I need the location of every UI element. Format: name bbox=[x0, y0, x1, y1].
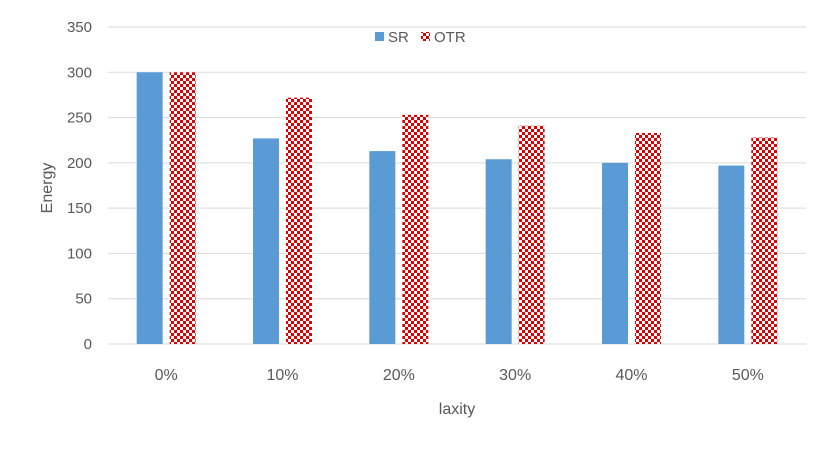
y-tick-label: 50 bbox=[75, 291, 92, 308]
bar-otr-20pct bbox=[402, 114, 429, 345]
bar-sr-10pct bbox=[253, 138, 279, 344]
bar-sr-20pct bbox=[369, 151, 396, 344]
bar-otr-50pct bbox=[751, 137, 778, 344]
legend-label-otr: OTR bbox=[434, 29, 466, 46]
bar-sr-30pct bbox=[485, 159, 512, 344]
legend-swatch-otr bbox=[421, 32, 430, 41]
bar-otr-0pct bbox=[169, 72, 196, 345]
legend: SR OTR bbox=[375, 29, 466, 46]
y-axis-title: Energy bbox=[39, 163, 56, 214]
bar-otr-10pct bbox=[286, 97, 312, 344]
x-tick-label: 10% bbox=[266, 367, 298, 384]
y-tick-label: 300 bbox=[67, 64, 92, 81]
x-axis-title: laxity bbox=[439, 401, 475, 418]
bar-sr-40pct bbox=[602, 162, 628, 344]
x-axis-ticks: 0% 10% 20% 30% 40% 50% bbox=[155, 367, 764, 384]
bar-otr-40pct bbox=[635, 132, 661, 344]
y-axis-ticks: 0 50 100 150 200 250 300 350 bbox=[67, 19, 92, 353]
y-tick-label: 350 bbox=[67, 19, 92, 36]
y-tick-label: 250 bbox=[67, 110, 92, 127]
y-tick-label: 100 bbox=[67, 245, 92, 262]
y-tick-label: 150 bbox=[67, 200, 92, 217]
x-tick-label: 50% bbox=[732, 367, 764, 384]
y-tick-label: 0 bbox=[84, 336, 92, 353]
x-tick-label: 40% bbox=[615, 367, 647, 384]
bars bbox=[136, 72, 778, 345]
bar-sr-50pct bbox=[718, 165, 745, 344]
gridlines bbox=[108, 26, 806, 345]
x-tick-label: 20% bbox=[383, 367, 415, 384]
bar-otr-30pct bbox=[518, 125, 545, 344]
x-tick-label: 0% bbox=[155, 367, 178, 384]
legend-label-sr: SR bbox=[388, 29, 409, 46]
legend-swatch-sr bbox=[375, 32, 384, 41]
bar-sr-0pct bbox=[136, 72, 163, 345]
x-tick-label: 30% bbox=[499, 367, 531, 384]
y-tick-label: 200 bbox=[67, 155, 92, 172]
